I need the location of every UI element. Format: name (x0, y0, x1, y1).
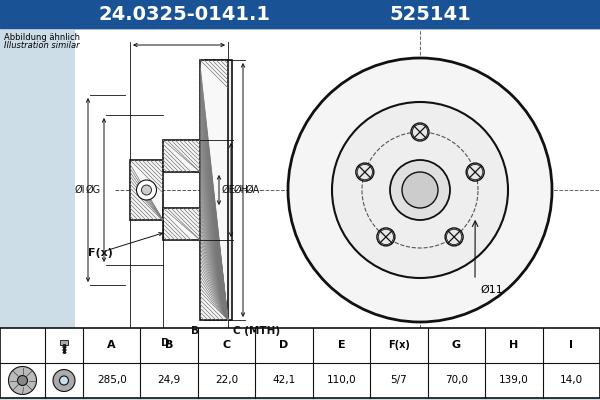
Bar (260, 30, 600, 328)
Circle shape (445, 228, 463, 246)
Bar (163, 208, 200, 240)
Text: 22,0: 22,0 (215, 376, 238, 386)
Text: Illustration similar: Illustration similar (4, 41, 80, 50)
Text: Abbildung ähnlich: Abbildung ähnlich (4, 33, 80, 42)
Bar (0, 328, 600, 398)
Circle shape (288, 58, 552, 322)
Circle shape (137, 180, 157, 200)
Text: ØE: ØE (222, 185, 236, 195)
Text: D: D (280, 340, 289, 350)
Circle shape (53, 370, 75, 392)
Text: B: B (165, 340, 173, 350)
Circle shape (142, 185, 151, 195)
Bar (163, 140, 200, 172)
Text: ØG: ØG (86, 185, 101, 195)
Circle shape (17, 376, 28, 386)
Text: 110,0: 110,0 (326, 376, 356, 386)
Text: I: I (569, 340, 573, 350)
Text: 525141: 525141 (389, 4, 471, 24)
Circle shape (466, 163, 484, 181)
Text: G: G (452, 340, 461, 350)
Circle shape (411, 123, 429, 141)
Text: Ø11: Ø11 (480, 285, 503, 295)
Text: 14,0: 14,0 (560, 376, 583, 386)
Bar (60, 340, 68, 344)
Text: 24.0325-0141.1: 24.0325-0141.1 (99, 4, 271, 24)
Text: 42,1: 42,1 (272, 376, 296, 386)
Bar (0, 0, 600, 28)
Circle shape (332, 102, 508, 278)
Circle shape (8, 366, 37, 394)
Text: ØH: ØH (234, 185, 249, 195)
Bar (200, 60, 228, 320)
Bar (75, 30, 275, 328)
Text: 5/7: 5/7 (391, 376, 407, 386)
Text: B: B (191, 326, 199, 336)
Bar (205, 60, 232, 320)
Text: 285,0: 285,0 (97, 376, 127, 386)
Text: C (MTH): C (MTH) (233, 326, 280, 336)
Text: 139,0: 139,0 (499, 376, 529, 386)
Text: ØA: ØA (246, 185, 260, 195)
Text: E: E (338, 340, 346, 350)
Text: A: A (107, 340, 116, 350)
Text: 70,0: 70,0 (445, 376, 468, 386)
Circle shape (356, 163, 374, 181)
Text: D: D (161, 338, 169, 348)
Text: 24,9: 24,9 (158, 376, 181, 386)
Circle shape (402, 172, 438, 208)
Text: H: H (509, 340, 518, 350)
Bar (130, 160, 163, 220)
Text: F(x): F(x) (388, 340, 410, 350)
Circle shape (59, 376, 68, 385)
Text: F(x): F(x) (88, 248, 113, 258)
Text: C: C (223, 340, 230, 350)
Circle shape (377, 228, 395, 246)
Text: Ate: Ate (278, 188, 382, 242)
Circle shape (390, 160, 450, 220)
Text: ØI: ØI (74, 185, 85, 195)
